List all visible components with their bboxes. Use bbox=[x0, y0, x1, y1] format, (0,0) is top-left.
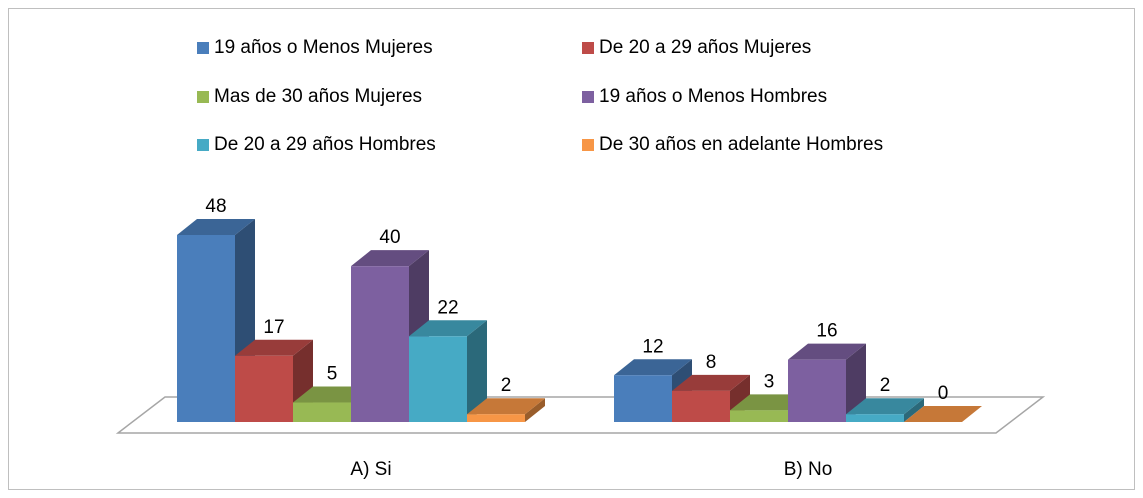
data-label: 2 bbox=[501, 375, 512, 396]
bar bbox=[788, 343, 866, 422]
bar-front bbox=[293, 402, 351, 422]
bar-front bbox=[467, 414, 525, 422]
bar-front bbox=[351, 266, 409, 422]
bar-front bbox=[846, 414, 904, 422]
bar-front bbox=[730, 410, 788, 422]
legend-swatch bbox=[197, 91, 209, 103]
legend-label: Mas de 30 años Mujeres bbox=[214, 86, 422, 107]
bar-top bbox=[614, 359, 692, 376]
legend-label: 19 años o Menos Mujeres bbox=[214, 37, 433, 58]
bar-top bbox=[788, 343, 866, 360]
x-tick-label: A) Si bbox=[350, 459, 391, 480]
legend-label: De 20 a 29 años Hombres bbox=[214, 134, 436, 155]
bar-front bbox=[672, 390, 730, 422]
data-label: 12 bbox=[642, 336, 663, 357]
bar bbox=[409, 320, 487, 422]
bar-front bbox=[177, 235, 235, 422]
bar-side bbox=[904, 398, 924, 422]
data-label: 48 bbox=[205, 196, 226, 217]
bar bbox=[672, 374, 750, 422]
legend-swatch bbox=[582, 91, 594, 103]
bar-front bbox=[409, 336, 467, 422]
bar bbox=[904, 406, 982, 422]
bar-top bbox=[177, 219, 255, 235]
data-label: 17 bbox=[263, 317, 284, 338]
bar bbox=[467, 398, 545, 422]
legend-label: 19 años o Menos Hombres bbox=[599, 86, 827, 107]
legend-swatch bbox=[582, 139, 594, 151]
data-label: 2 bbox=[880, 375, 891, 396]
bar bbox=[846, 398, 924, 422]
bar-top bbox=[467, 398, 545, 415]
data-label: 8 bbox=[706, 352, 717, 373]
bar-front bbox=[235, 355, 293, 422]
legend-label: De 30 años en adelante Hombres bbox=[599, 134, 883, 155]
data-label: 0 bbox=[938, 383, 949, 404]
bar-front bbox=[788, 359, 846, 422]
legend-swatch bbox=[197, 42, 209, 54]
x-tick-label: B) No bbox=[784, 459, 833, 480]
bar-side bbox=[525, 398, 545, 422]
bar-top bbox=[235, 339, 313, 356]
legend-swatch bbox=[582, 42, 594, 54]
bar-top bbox=[672, 374, 750, 391]
data-label: 40 bbox=[379, 227, 400, 248]
data-label: 3 bbox=[764, 371, 775, 392]
legend-label: De 20 a 29 años Mujeres bbox=[599, 37, 811, 58]
bar-top bbox=[409, 320, 487, 337]
data-label: 5 bbox=[327, 364, 338, 385]
bar-side bbox=[467, 320, 487, 422]
data-label: 16 bbox=[816, 321, 837, 342]
bar-top bbox=[846, 398, 924, 415]
bar-top bbox=[904, 406, 982, 422]
data-label: 22 bbox=[437, 297, 458, 318]
bar-top bbox=[351, 250, 429, 267]
bar-front bbox=[614, 375, 672, 422]
legend-swatch bbox=[197, 139, 209, 151]
